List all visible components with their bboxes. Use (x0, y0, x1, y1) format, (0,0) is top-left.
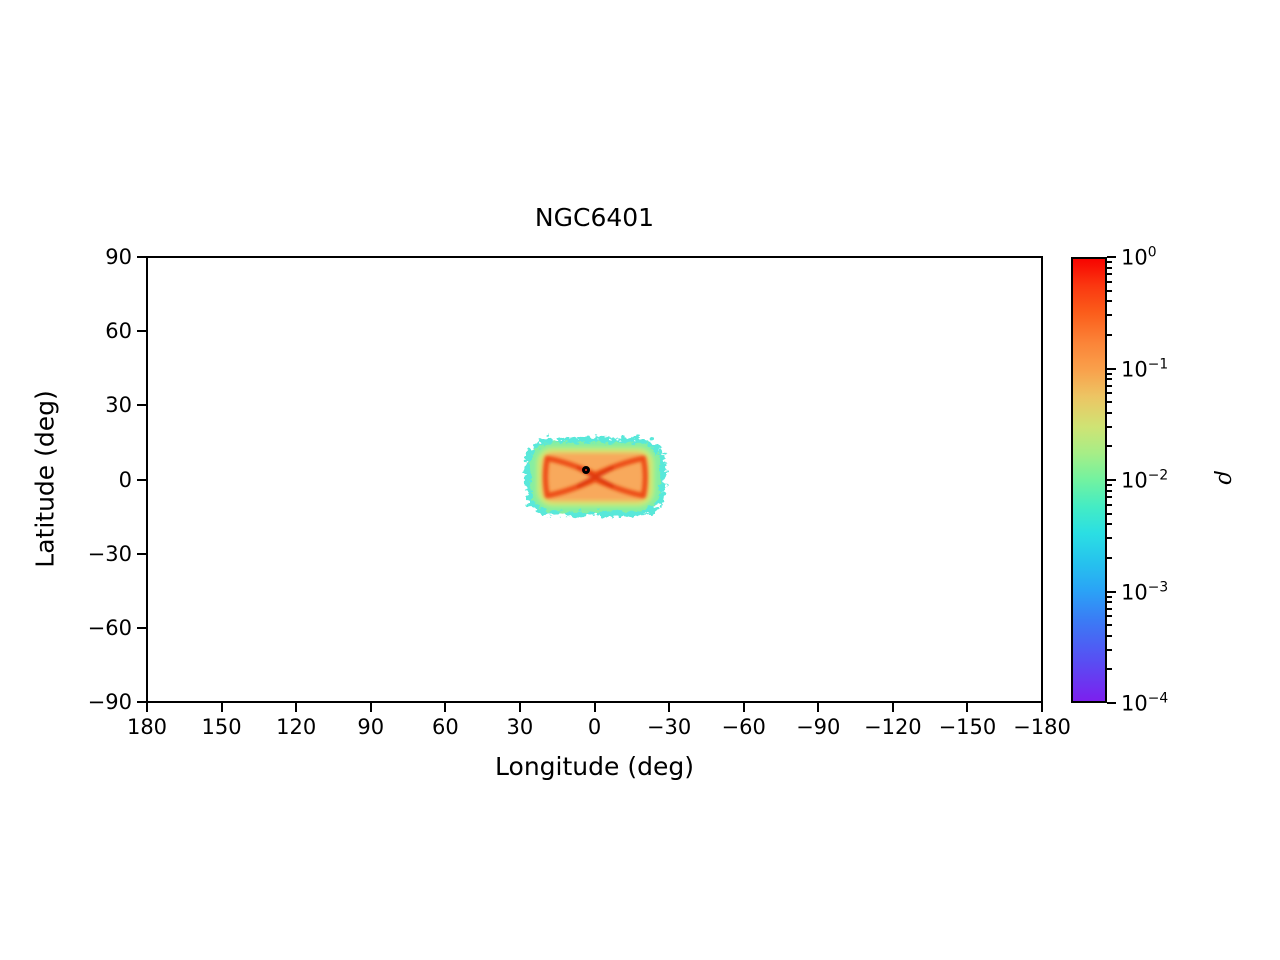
colorbar-minor-tick (1107, 648, 1112, 651)
colorbar-minor-tick (1107, 668, 1112, 671)
colorbar-minor-tick (1107, 615, 1112, 618)
x-tick-label: 90 (357, 715, 385, 739)
colorbar-minor-tick (1107, 314, 1112, 317)
colorbar-major-tick (1107, 590, 1116, 593)
colorbar-tick-label: 10−3 (1121, 579, 1169, 604)
colorbar-minor-tick (1107, 425, 1112, 428)
y-tick (137, 701, 146, 703)
blob-left-cap (543, 455, 551, 499)
colorbar-minor-tick (1107, 503, 1112, 506)
x-tick-label: 150 (201, 715, 242, 739)
colorbar-minor-tick (1107, 384, 1112, 387)
x-tick-label: −90 (796, 715, 841, 739)
y-tick (137, 256, 146, 258)
blob-top-band (545, 455, 647, 478)
plot-area: 180 150 120 90 60 30 0 −30 −60 −90 −120 −150 −180 90 6… (88, 245, 1071, 739)
colorbar-minor-tick (1107, 411, 1112, 414)
colorbar-minor-tick (1107, 392, 1112, 395)
colorbar-minor-tick (1107, 537, 1112, 540)
colorbar-minor-tick (1107, 512, 1112, 515)
y-axis-label: Latitude (deg) (30, 390, 60, 568)
colorbar-minor-tick (1107, 634, 1112, 637)
y-tick-label: 30 (105, 393, 132, 418)
chart-title: NGC6401 (534, 203, 655, 232)
density-blob (525, 437, 667, 517)
x-tick (668, 703, 671, 712)
colorbar-minor-tick (1107, 280, 1112, 283)
x-tick-label: −60 (721, 715, 766, 739)
y-tick-label: 0 (118, 467, 132, 492)
x-tick-label: 60 (431, 715, 459, 739)
x-tick (817, 703, 820, 712)
x-tick-label: −150 (938, 715, 997, 739)
colorbar-tick-label: 10−2 (1121, 467, 1169, 493)
blob-bottom-band (545, 476, 647, 499)
colorbar-minor-tick (1107, 266, 1112, 269)
colorbar-minor-tick (1107, 489, 1112, 492)
colorbar-minor-tick (1107, 523, 1112, 526)
blob-right-cap (641, 455, 648, 499)
colorbar-tick-label: 100 (1121, 244, 1157, 270)
y-tick-label: −90 (87, 690, 132, 714)
x-tick (369, 703, 372, 712)
colorbar-label: ρ (1213, 471, 1239, 485)
colorbar-minor-tick (1107, 601, 1112, 604)
x-tick (146, 703, 148, 712)
y-tick-label: −30 (87, 541, 132, 566)
y-tick (137, 626, 146, 629)
cluster-marker (582, 465, 591, 474)
x-axis-label: Longitude (deg) (495, 752, 694, 781)
y-tick-label: 60 (105, 319, 132, 344)
x-tick-label: −120 (863, 715, 922, 739)
colorbar-minor-tick (1107, 484, 1112, 487)
y-tick (137, 330, 146, 333)
x-tick-label: 30 (506, 715, 534, 739)
x-tick-label: −30 (646, 715, 692, 739)
colorbar-minor-tick (1107, 556, 1112, 559)
y-tick (137, 478, 146, 481)
x-tick (966, 703, 969, 712)
x-tick-label: 120 (276, 715, 317, 739)
x-tick-label: −180 (1013, 715, 1071, 739)
colorbar-tick-label: 10−4 (1121, 690, 1169, 716)
colorbar-minor-tick (1107, 300, 1112, 303)
colorbar (1071, 257, 1107, 703)
x-tick-label: 0 (587, 715, 602, 739)
colorbar-major-tick (1107, 702, 1116, 704)
colorbar-minor-tick (1107, 378, 1112, 381)
x-tick (518, 703, 521, 712)
y-tick-label: 90 (105, 245, 132, 269)
colorbar-minor-tick (1107, 289, 1112, 292)
colorbar-minor-tick (1107, 496, 1112, 499)
colorbar-minor-tick (1107, 372, 1112, 375)
x-tick (1041, 703, 1043, 712)
colorbar-minor-tick (1107, 401, 1112, 404)
colorbar-minor-tick (1107, 595, 1112, 598)
plot-frame (146, 256, 1043, 703)
colorbar-minor-tick (1107, 333, 1112, 336)
colorbar-minor-tick (1107, 445, 1112, 448)
colorbar-minor-tick (1107, 624, 1112, 627)
colorbar-ticks: 100 10−1 10−2 10−3 10−4 (1071, 245, 1168, 716)
x-tick-label: 180 (126, 715, 168, 739)
x-tick (220, 703, 223, 712)
colorbar-major-tick (1107, 479, 1116, 481)
x-tick (593, 703, 596, 712)
colorbar-tick-label: 10−1 (1121, 356, 1169, 381)
x-tick (295, 703, 298, 712)
blob-dense-pattern (543, 455, 648, 499)
colorbar-minor-tick (1107, 273, 1112, 276)
x-tick (891, 703, 894, 712)
x-tick (742, 703, 745, 712)
x-tick (444, 703, 447, 712)
colorbar-major-tick (1107, 367, 1116, 370)
y-tick (137, 552, 146, 555)
colorbar-minor-tick (1107, 261, 1112, 264)
y-tick-label: −60 (87, 615, 132, 640)
y-tick (137, 404, 146, 407)
colorbar-minor-tick (1107, 607, 1112, 610)
colorbar-major-tick (1107, 256, 1116, 258)
